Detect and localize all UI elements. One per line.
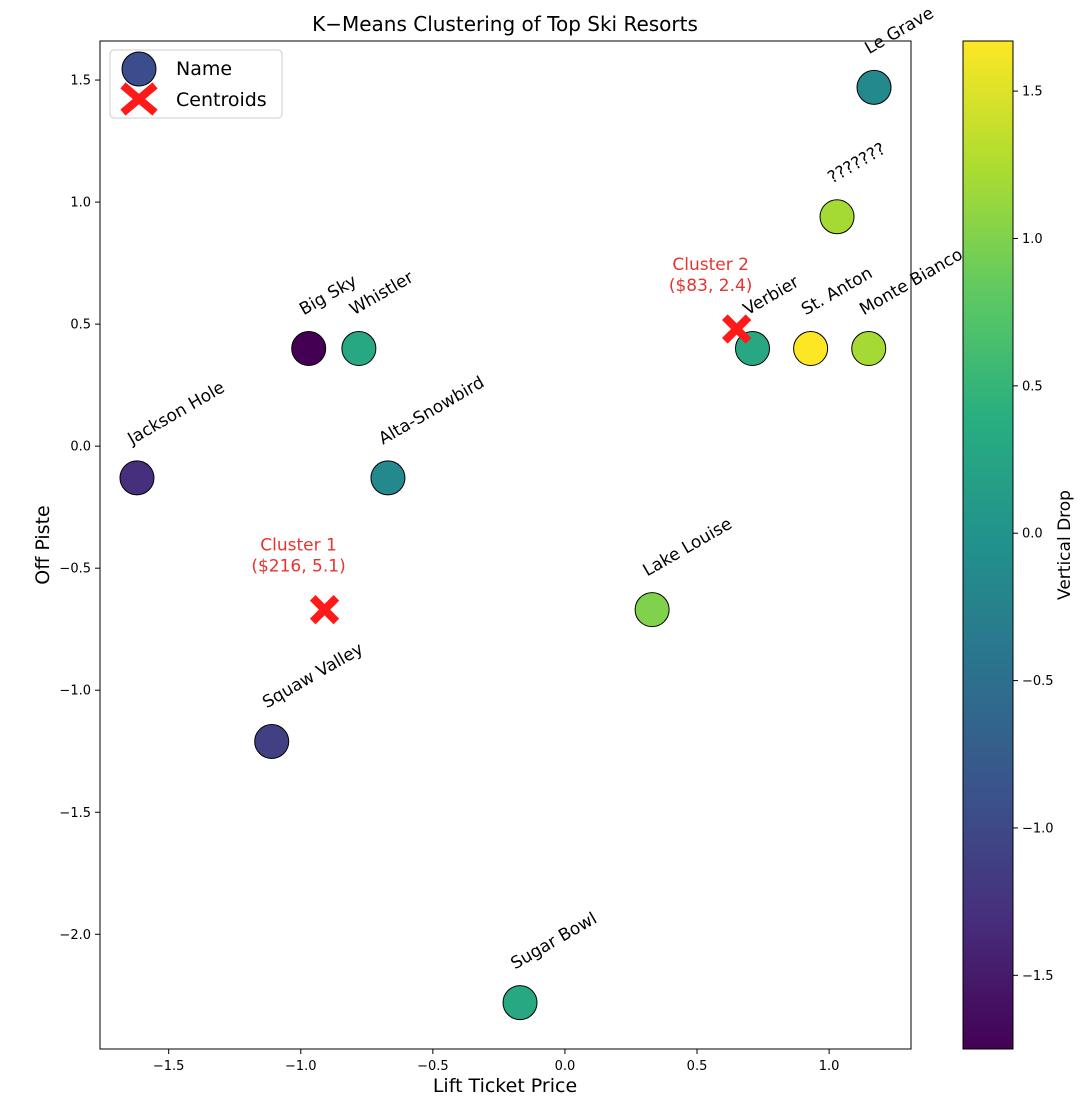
resort-point — [370, 460, 406, 496]
x-tick-label: 0.5 — [687, 1059, 708, 1074]
y-tick-label: −1.0 — [59, 684, 91, 699]
centroid-marker — [721, 314, 752, 344]
resort-point — [341, 331, 377, 367]
legend-name-marker — [121, 51, 157, 87]
y-tick-label: 0.5 — [70, 318, 91, 333]
centroid-label-title: Cluster 2 — [672, 255, 749, 275]
colorbar-tick-label: −1.0 — [1022, 821, 1054, 836]
y-tick-label: 1.5 — [70, 74, 91, 89]
colorbar-tick-label: 0.5 — [1022, 379, 1043, 394]
colorbar-tick-label: −1.5 — [1022, 969, 1054, 984]
colorbar-ticks: −1.5 −1.0 −0.5 0.0 0.5 1.0 1.5 — [1013, 85, 1054, 984]
x-axis-ticks: −1.5 −1.0 −0.5 0.0 0.5 1.0 — [153, 1049, 840, 1074]
plot-area — [99, 40, 912, 1050]
chart-title: K−Means Clustering of Top Ski Resorts — [312, 12, 698, 36]
y-tick-label: 1.0 — [70, 196, 91, 211]
resort-point — [634, 592, 670, 628]
resort-point — [819, 199, 855, 235]
centroid-label-title: Cluster 1 — [260, 536, 337, 556]
data-points — [119, 69, 892, 1021]
colorbar-tick-label: 1.0 — [1022, 232, 1043, 247]
colorbar-tick-label: 0.0 — [1022, 527, 1043, 542]
x-tick-label: −1.0 — [285, 1059, 317, 1074]
x-tick-label: 0.0 — [555, 1059, 576, 1074]
colorbar-tick-label: −0.5 — [1022, 674, 1054, 689]
y-tick-label: 0.0 — [70, 440, 91, 455]
y-tick-label: −1.5 — [59, 806, 91, 821]
resort-point — [254, 723, 290, 759]
x-tick-label: −1.5 — [153, 1059, 185, 1074]
legend-centroid-marker — [120, 82, 158, 116]
colorbar-label: Vertical Drop — [1055, 490, 1075, 600]
y-tick-label: −0.5 — [59, 562, 91, 577]
legend: Name Centroids — [109, 49, 283, 119]
resort-point — [856, 69, 892, 105]
colorbar-tick-label: 1.5 — [1022, 85, 1043, 100]
centroid-label-values: ($83, 2.4) — [669, 276, 753, 296]
resort-point — [119, 460, 155, 496]
legend-entry-name: Name — [176, 58, 232, 80]
resort-point — [793, 331, 829, 367]
centroid-marker — [309, 595, 340, 625]
centroid-markers — [309, 314, 752, 625]
resort-point — [851, 331, 887, 367]
y-tick-label: −2.0 — [59, 928, 91, 943]
y-axis-label: Off Piste — [32, 505, 54, 584]
y-axis-ticks: −2.0 −1.5 −1.0 −0.5 0.0 0.5 1.0 1.5 — [59, 74, 100, 943]
colorbar — [962, 40, 1014, 1050]
x-tick-label: 1.0 — [819, 1059, 840, 1074]
centroid-labels: Cluster 1($216, 5.1) Cluster 2($83, 2.4) — [251, 255, 752, 577]
centroid-label-values: ($216, 5.1) — [251, 557, 345, 577]
x-tick-label: −0.5 — [417, 1059, 449, 1074]
resort-point — [502, 985, 538, 1021]
legend-entry-centroids: Centroids — [176, 89, 267, 111]
x-axis-label: Lift Ticket Price — [433, 1075, 577, 1097]
resort-point — [291, 331, 327, 367]
